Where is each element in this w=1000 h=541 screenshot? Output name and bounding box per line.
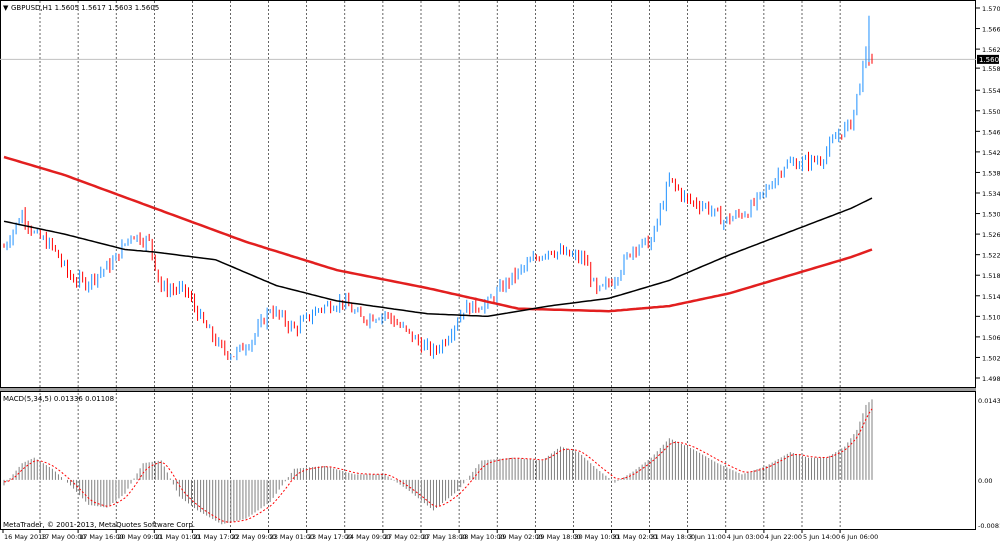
time-tick-1: 17 May 00:00	[41, 533, 86, 541]
price-tick-1: 1.5665	[982, 26, 1000, 34]
time-tick-6: 22 May 09:00	[232, 533, 277, 541]
macd-info: MACD(5,34,5) 0.01336 0.01108	[3, 395, 114, 403]
price-tick-4: 1.5545	[982, 87, 1000, 95]
price-tick-8: 1.5385	[982, 169, 1000, 177]
ma-slow-line	[3, 155, 873, 313]
time-tick-7: 23 May 01:00	[270, 533, 315, 541]
time-tick-15: 30 May 10:00	[574, 533, 619, 541]
panel-separator[interactable]	[0, 388, 976, 391]
price-tick-9: 1.5345	[982, 190, 1000, 198]
time-tick-4: 21 May 01:00	[155, 533, 200, 541]
time-tick-21: 5 Jun 14:00	[803, 533, 840, 541]
macd-tick-0: 0.01439	[978, 397, 1000, 405]
candles	[3, 15, 873, 361]
macd-tick-1: 0.00	[978, 477, 992, 485]
price-tick-13: 1.5185	[982, 272, 1000, 280]
svg-text:1.5605: 1.5605	[979, 56, 1000, 64]
time-tick-17: 31 May 18:00	[651, 533, 696, 541]
time-tick-22: 6 Jun 06:00	[841, 533, 878, 541]
price-tick-17: 1.5025	[982, 354, 1000, 362]
time-tick-2: 17 May 16:00	[79, 533, 124, 541]
price-tick-0: 1.5705	[982, 5, 1000, 13]
price-tick-12: 1.5225	[982, 252, 1000, 260]
price-tick-2: 1.5625	[982, 46, 1000, 54]
macd-histogram	[3, 399, 873, 525]
time-tick-19: 4 Jun 03:00	[727, 533, 764, 541]
ma-fast-line	[3, 197, 873, 318]
price-tick-3: 1.5588	[982, 65, 1000, 73]
price-tick-15: 1.5105	[982, 313, 1000, 321]
time-tick-5: 21 May 17:00	[193, 533, 238, 541]
current-price-tag: 1.5605	[977, 54, 1000, 64]
symbol-info: GBPUSD,H1 1.5605 1.5617 1.5603 1.5605	[11, 4, 159, 12]
price-tick-14: 1.5145	[982, 293, 1000, 301]
vertical-grid	[39, 1, 841, 529]
price-tick-10: 1.5305	[982, 211, 1000, 219]
price-tick-16: 1.5065	[982, 334, 1000, 342]
macd-plot-frame	[0, 391, 976, 530]
macd-tick-2: -0.00813	[978, 522, 1000, 530]
triangle-down-icon[interactable]: ▼	[3, 4, 9, 12]
time-tick-10: 27 May 02:00	[384, 533, 429, 541]
price-tick-6: 1.5465	[982, 128, 1000, 136]
price-tick-11: 1.5265	[982, 231, 1000, 239]
price-tick-18: 1.4985	[982, 375, 1000, 383]
time-tick-12: 28 May 10:00	[460, 533, 505, 541]
time-tick-3: 20 May 09:00	[117, 533, 162, 541]
time-tick-20: 4 Jun 22:00	[765, 533, 802, 541]
time-tick-14: 29 May 18:00	[536, 533, 581, 541]
time-tick-16: 31 May 02:00	[613, 533, 658, 541]
time-tick-11: 27 May 18:00	[422, 533, 467, 541]
price-tick-5: 1.5505	[982, 108, 1000, 116]
copyright-text: MetaTrader, © 2001-2013, MetaQuotes Soft…	[3, 521, 195, 529]
time-tick-0: 16 May 2013	[4, 533, 46, 541]
macd-axis[interactable]: 0.01439 0.00 -0.00813	[978, 397, 1000, 530]
price-tick-7: 1.5425	[982, 149, 1000, 157]
time-tick-9: 24 May 09:00	[346, 533, 391, 541]
macd-signal-line	[4, 408, 873, 523]
time-tick-18: 3 Jun 11:00	[689, 533, 726, 541]
time-tick-13: 29 May 02:00	[498, 533, 543, 541]
price-axis[interactable]: 1.5705 1.5665 1.5625 1.5588 1.5545 1.5505 1.54…	[976, 5, 1000, 383]
time-tick-8: 23 May 17:00	[308, 533, 353, 541]
main-plot-frame	[0, 0, 976, 388]
